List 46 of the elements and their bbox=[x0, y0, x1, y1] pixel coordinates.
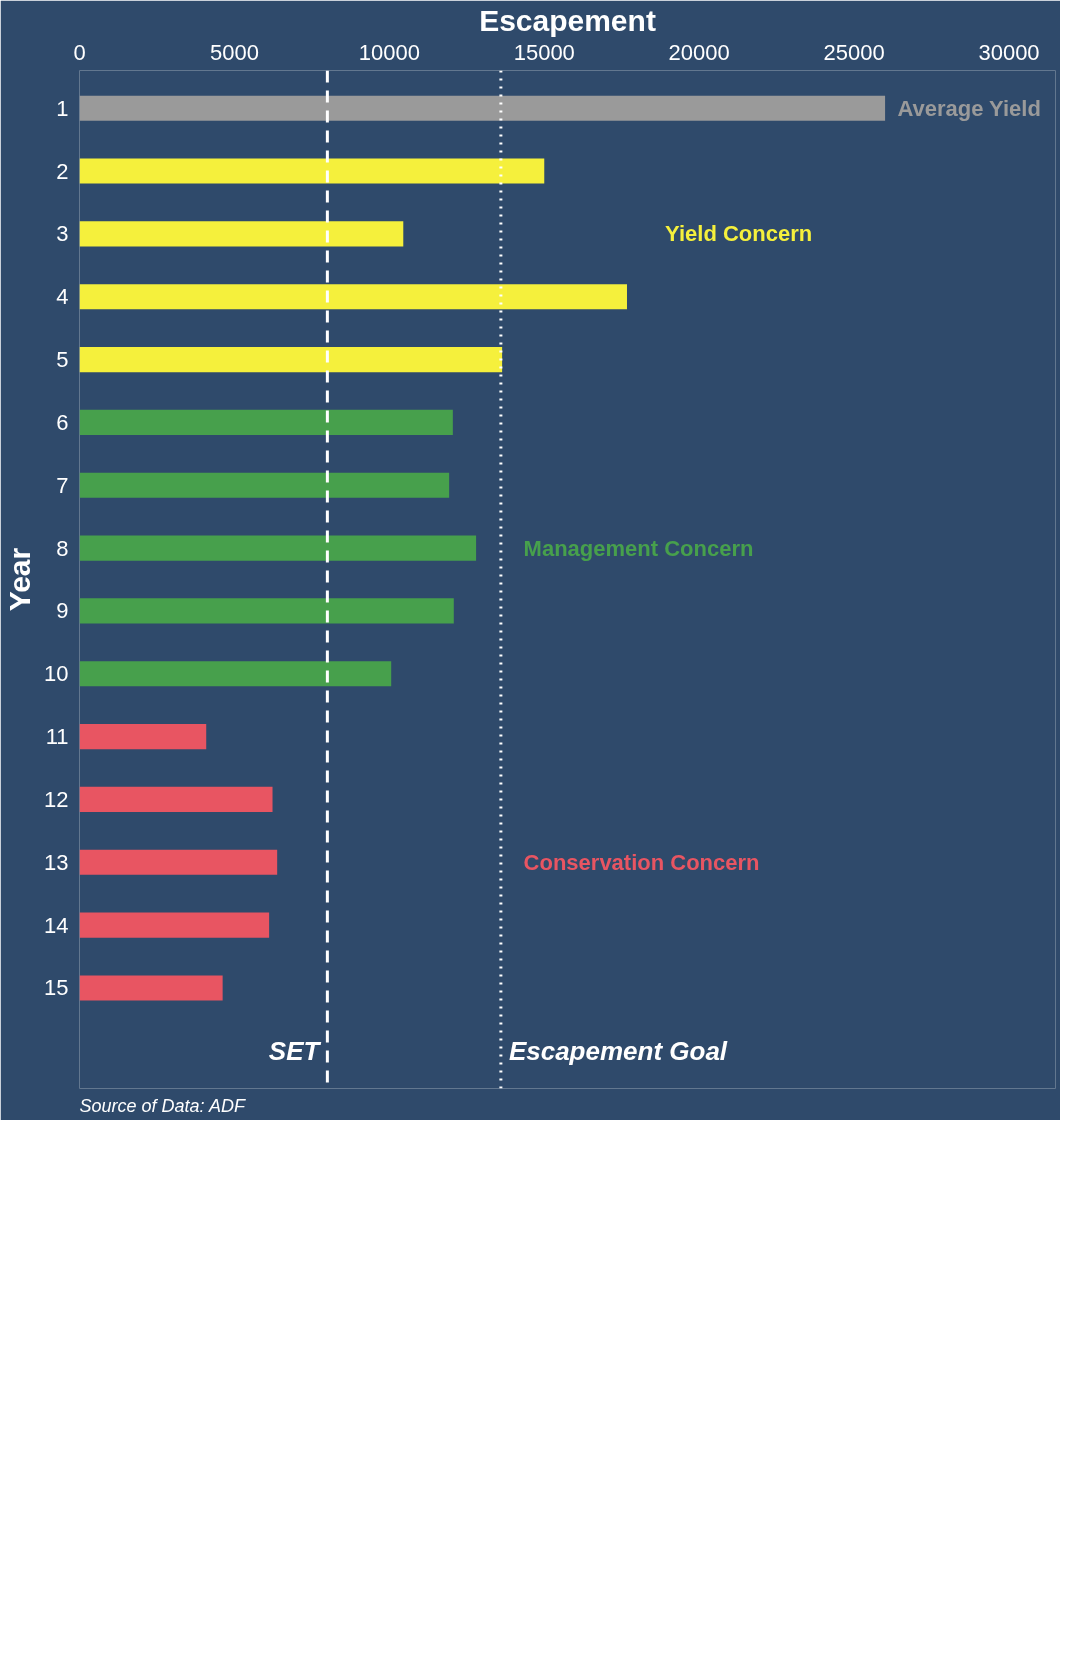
x-tick-label: 25000 bbox=[823, 39, 885, 65]
y-tick-label: 10 bbox=[44, 661, 69, 687]
y-tick-label: 11 bbox=[45, 724, 69, 750]
x-tick-label: 5000 bbox=[209, 39, 259, 65]
x-tick-label: 0 bbox=[73, 39, 86, 65]
x-tick-label: 15000 bbox=[513, 39, 575, 65]
ref-line-label: SET bbox=[268, 1035, 322, 1066]
y-tick-label: 3 bbox=[56, 221, 69, 247]
bar bbox=[79, 284, 627, 310]
y-tick-label: 15 bbox=[44, 975, 69, 1001]
bar bbox=[79, 95, 886, 121]
y-tick-label: 1 bbox=[56, 95, 69, 121]
x-tick-label: 20000 bbox=[668, 39, 730, 65]
y-tick-label: 8 bbox=[56, 535, 69, 561]
y-tick-label: 13 bbox=[44, 849, 69, 875]
bar bbox=[79, 849, 278, 875]
y-tick-label: 12 bbox=[44, 786, 69, 812]
bar bbox=[79, 472, 450, 498]
bar bbox=[79, 975, 223, 1001]
bar bbox=[79, 661, 392, 687]
ref-line-label: Escapement Goal bbox=[508, 1035, 728, 1066]
x-axis-title: Escapement bbox=[479, 3, 656, 37]
bar bbox=[79, 346, 503, 373]
source-note: Source of Data: ADF bbox=[79, 1095, 246, 1116]
bar bbox=[79, 724, 207, 750]
y-tick-label: 6 bbox=[56, 409, 69, 435]
x-tick-label: 10000 bbox=[358, 39, 420, 65]
bar bbox=[79, 598, 454, 624]
y-tick-label: 9 bbox=[56, 598, 69, 624]
annotation: Average Yield bbox=[897, 95, 1041, 121]
bar bbox=[79, 786, 273, 813]
y-tick-label: 5 bbox=[56, 347, 69, 373]
x-tick-label: 30000 bbox=[978, 39, 1040, 65]
bar bbox=[79, 158, 545, 184]
y-tick-label: 4 bbox=[56, 284, 69, 310]
bar bbox=[79, 409, 453, 435]
bar bbox=[79, 912, 270, 938]
bar bbox=[79, 535, 477, 561]
y-axis-title: Year bbox=[3, 547, 37, 612]
annotation: Yield Concern bbox=[665, 221, 813, 247]
annotation: Management Concern bbox=[523, 535, 754, 561]
y-tick-label: 7 bbox=[56, 472, 69, 498]
y-tick-label: 2 bbox=[56, 158, 69, 184]
y-tick-label: 14 bbox=[44, 912, 69, 938]
bar bbox=[79, 221, 404, 247]
annotation: Conservation Concern bbox=[523, 849, 760, 875]
